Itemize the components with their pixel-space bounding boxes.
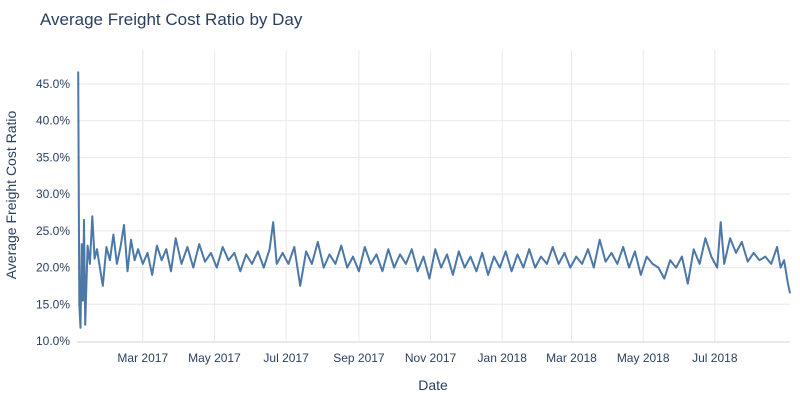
y-tick-label: 10.0% — [36, 334, 70, 348]
x-tick-label: Sep 2017 — [333, 351, 385, 365]
y-tick-label: 40.0% — [36, 114, 70, 128]
x-tick-label: May 2018 — [617, 351, 670, 365]
y-tick-label: 25.0% — [36, 224, 70, 238]
x-tick-label: Jul 2018 — [692, 351, 738, 365]
x-tick-label: May 2017 — [188, 351, 241, 365]
y-tick-label: 30.0% — [36, 187, 70, 201]
x-tick-label: Jan 2018 — [478, 351, 528, 365]
series-line — [77, 71, 791, 329]
x-tick-label: Nov 2017 — [405, 351, 457, 365]
y-tick-label: 20.0% — [36, 261, 70, 275]
x-axis-title: Date — [418, 377, 448, 393]
x-tick-label: Mar 2018 — [546, 351, 597, 365]
x-tick-label: Mar 2017 — [117, 351, 168, 365]
y-tick-label: 35.0% — [36, 150, 70, 164]
y-axis-ticks: 10.0% 15.0% 20.0% 25.0% 30.0% 35.0% 40.0% 45.0% — [36, 77, 70, 348]
y-tick-label: 15.0% — [36, 297, 70, 311]
x-axis-ticks: Mar 2017 May 2017 Jul 2017 Sep 2017 Nov 2017… — [117, 351, 737, 365]
grid-lines — [77, 50, 790, 341]
chart-title: Average Freight Cost Ratio by Day — [40, 10, 303, 29]
y-axis-title: Average Freight Cost Ratio — [3, 110, 19, 279]
x-tick-label: Jul 2017 — [263, 351, 309, 365]
y-tick-label: 45.0% — [36, 77, 70, 91]
